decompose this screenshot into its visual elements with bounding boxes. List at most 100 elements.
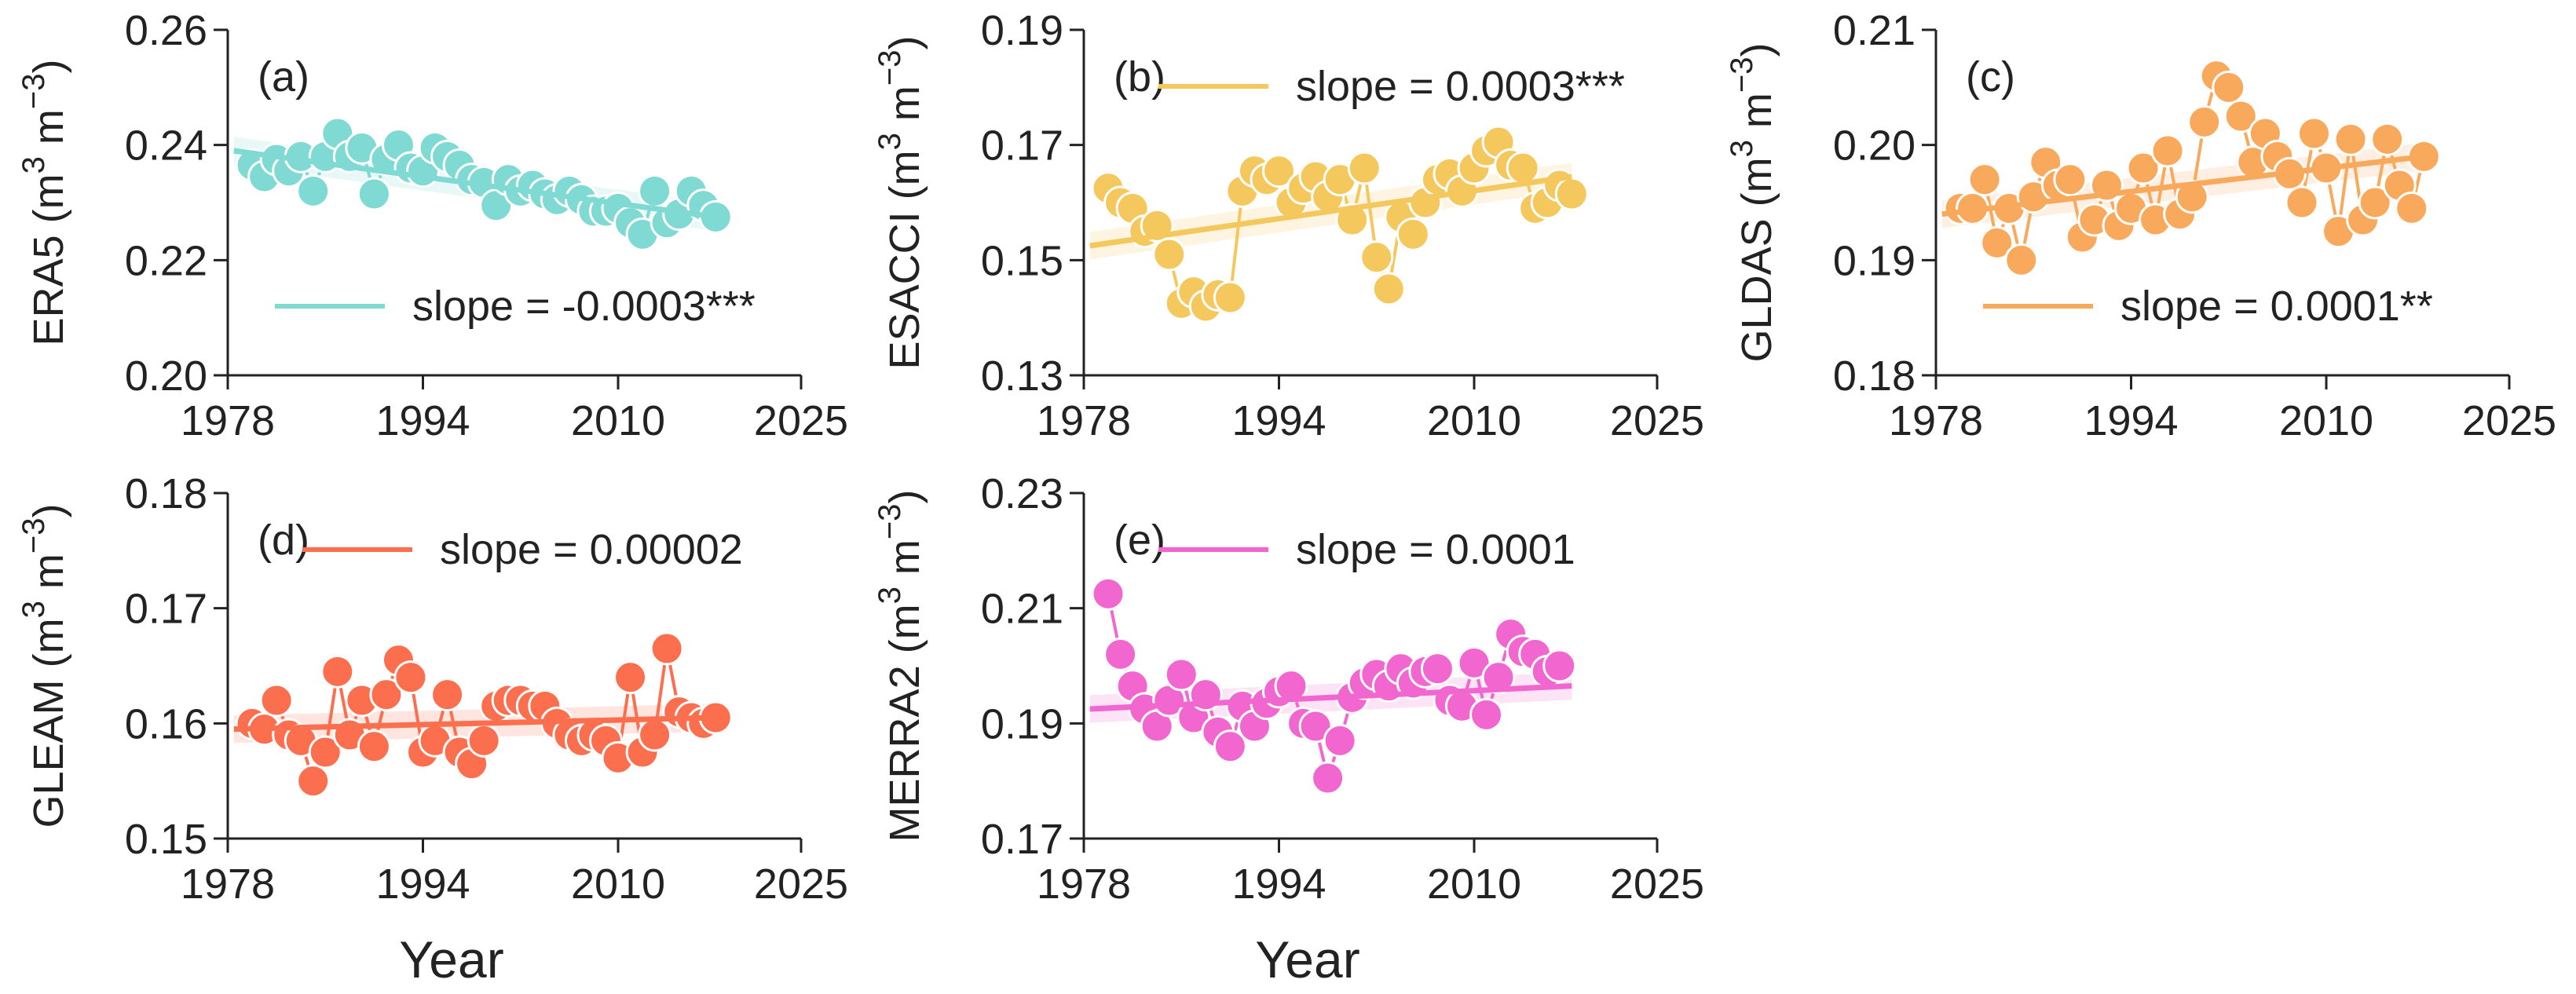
y-tick-label: 0.15 (981, 237, 1063, 284)
y-tick-label: 0.20 (1833, 122, 1916, 170)
panel-b: 0.13 0.15 0.17 0.19 1978 1994 2010 2025 ESACCI (… (873, 7, 1704, 444)
data-point (1396, 217, 1430, 251)
y-tick-label: 0.18 (1833, 353, 1916, 400)
data-point (1371, 272, 1406, 306)
legend-label: slope = -0.0003*** (412, 283, 756, 330)
y-axis-label-part: −3 (1725, 57, 1759, 93)
data-point (1091, 576, 1125, 611)
y-axis-label-part: m (881, 539, 928, 587)
data-point (1980, 225, 2014, 260)
x-tick-label: 1978 (181, 397, 275, 444)
panel-label: (b) (1114, 53, 1165, 100)
data-point (1213, 280, 1247, 315)
x-tick-label: 1994 (375, 861, 470, 908)
x-tick-label: 2010 (1427, 397, 1521, 444)
data-point (2285, 185, 2319, 220)
y-axis-label-part: ERA5 (m (25, 174, 72, 345)
y-tick-label: 0.24 (125, 122, 207, 170)
y-axis-label-part: m (25, 554, 72, 601)
trend-line (1089, 174, 1572, 249)
data-point (2053, 163, 2088, 197)
data-point (2395, 191, 2429, 225)
legend-label: slope = 0.0001 (1296, 526, 1575, 573)
y-axis-label-part: m (25, 109, 72, 156)
y-tick-label: 0.21 (981, 586, 1063, 633)
x-tick-label: 1994 (375, 397, 470, 444)
y-tick-label: 0.19 (1833, 237, 1916, 284)
y-axis-label: GLEAM (m3 m−3) (16, 504, 72, 828)
x-tick-label: 2010 (1427, 861, 1521, 908)
panel-e: 0.17 0.19 0.21 0.23 1978 1994 2010 2025 MERRA2 (… (873, 470, 1704, 908)
y-tick-label: 0.23 (981, 470, 1063, 517)
panel-a: 0.20 0.22 0.24 0.26 1978 1994 2010 2025 ERA5 (m3… (16, 7, 848, 444)
x-tick-label: 1978 (181, 861, 275, 908)
data-point (296, 764, 331, 798)
y-tick-label: 0.16 (125, 700, 207, 747)
data-point (357, 177, 391, 211)
data-point (308, 735, 342, 769)
data-point (649, 631, 684, 666)
data-point (1542, 649, 1577, 683)
x-tick-label: 1978 (1037, 397, 1131, 444)
panel-label: (c) (1966, 53, 2015, 100)
y-axis-label: GLDAS (m3 m−3) (1725, 43, 1780, 363)
panel-label: (a) (258, 53, 309, 100)
y-axis-label: ESACCI (m3 m−3) (873, 36, 928, 370)
trend-line (233, 148, 716, 220)
data-point (2150, 133, 2185, 168)
y-tick-label: 0.21 (1833, 7, 1916, 54)
y-tick-label: 0.19 (981, 7, 1063, 54)
x-tick-label: 1994 (1231, 397, 1326, 444)
data-point (638, 174, 672, 208)
y-tick-label: 0.17 (125, 586, 207, 633)
x-tick-label: 1978 (1889, 397, 1983, 444)
y-axis-label-part: 3 (873, 587, 907, 604)
data-point (638, 718, 672, 752)
y-tick-label: 0.20 (125, 353, 207, 400)
y-tick-label: 0.17 (981, 816, 1063, 863)
y-tick-label: 0.17 (981, 122, 1063, 170)
y-axis-label-part: ) (1733, 43, 1780, 57)
data-point (1506, 151, 1540, 185)
data-point (613, 660, 648, 695)
data-point (467, 723, 501, 758)
x-tick-label: 2010 (2279, 397, 2373, 444)
data-point (2358, 185, 2392, 220)
data-point (357, 729, 391, 764)
data-point (1164, 657, 1198, 692)
panel-c: 0.18 0.19 0.20 0.21 1978 1994 2010 2025 GLDAS (m… (1725, 7, 2556, 444)
y-axis-label-part: 3 (16, 601, 51, 618)
y-axis-label-part: −3 (873, 50, 907, 86)
x-tick-label: 1978 (1037, 861, 1131, 908)
data-point (1311, 761, 1345, 795)
y-tick-label: 0.18 (125, 470, 207, 517)
x-tick-label: 2025 (1610, 861, 1704, 908)
data-point (1967, 163, 2002, 197)
y-tick-label: 0.19 (981, 700, 1063, 747)
legend-label: slope = 0.00002 (440, 526, 743, 573)
y-axis-label-part: ESACCI (m (881, 150, 928, 369)
data-point (2296, 116, 2331, 151)
data-point (2370, 122, 2405, 156)
legend-label: slope = 0.0001** (2120, 283, 2433, 330)
y-axis-label-part: 3 (873, 133, 907, 150)
x-tick-label: 1994 (2084, 397, 2178, 444)
data-point (2333, 122, 2368, 156)
trend-line (1089, 683, 1572, 712)
data-point (1481, 660, 1516, 695)
data-point (320, 654, 355, 689)
data-point (1323, 723, 1357, 758)
y-axis-label-part: −3 (16, 74, 51, 110)
data-point (1469, 697, 1504, 732)
x-tick-label: 2010 (571, 861, 665, 908)
y-axis-label-part: ) (881, 36, 928, 50)
x-tick-label: 2025 (2462, 397, 2556, 444)
data-point (2223, 99, 2258, 133)
data-point (430, 678, 465, 712)
y-axis-label-part: −3 (16, 518, 51, 554)
data-point (1152, 237, 1187, 272)
data-point (1359, 240, 1394, 275)
data-point (393, 660, 428, 695)
data-point (2126, 151, 2161, 185)
